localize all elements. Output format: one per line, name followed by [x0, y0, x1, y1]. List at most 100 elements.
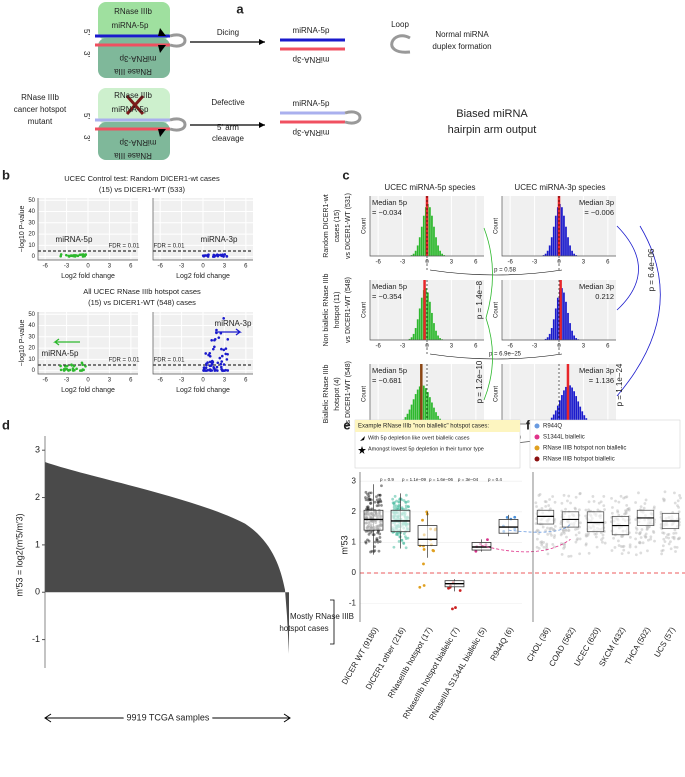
x-tick-label: -3: [179, 378, 185, 384]
point: [676, 499, 680, 503]
histogram-bar: [581, 411, 584, 424]
point: [541, 525, 545, 529]
point: [535, 545, 539, 549]
point: [576, 537, 580, 541]
strand-label: miRNA-5p: [112, 105, 149, 114]
point: [68, 368, 72, 372]
x-tick-label: -6: [157, 378, 163, 384]
caption: RNase IIIb: [21, 93, 59, 102]
y-tick-label: 10: [28, 243, 35, 249]
histogram-bar: [565, 226, 567, 256]
point: [549, 531, 552, 535]
point: [379, 499, 382, 503]
point: [574, 527, 577, 531]
fdr-label: FDR = 0.01: [109, 244, 141, 250]
y-tick-label: 3: [352, 476, 357, 485]
point: [628, 535, 632, 539]
point: [610, 549, 614, 552]
row-label: hotspot (4): [334, 377, 341, 410]
x-axis-label: 9919 TCGA samples: [127, 712, 210, 722]
histogram-bar: [422, 215, 425, 256]
point: [216, 253, 220, 257]
fdr-label: FDR = 0.01: [154, 358, 186, 364]
point: [397, 500, 401, 504]
histogram-bar: [433, 407, 435, 424]
legend-symbol: [360, 436, 365, 441]
histogram-bar: [429, 207, 431, 256]
x-tick-label: 3: [108, 264, 112, 270]
legend-entry: S1344L biallelic: [543, 435, 585, 441]
histogram-bar: [410, 255, 413, 256]
median-label: Median 3p: [579, 198, 614, 207]
point: [551, 495, 555, 498]
point: [551, 542, 555, 546]
point: [584, 514, 588, 518]
box: [586, 511, 605, 533]
strand-label: miRNA-3p: [292, 128, 329, 137]
bracket: [429, 269, 563, 276]
point: [220, 347, 223, 351]
p-value: p = 1.2e−10: [475, 360, 484, 403]
point: [373, 500, 377, 504]
histogram-bar: [583, 415, 586, 424]
point: [394, 504, 398, 508]
note: hotspot cases: [279, 624, 328, 633]
point: [619, 545, 623, 548]
box: [498, 519, 519, 534]
x-tick-label: -3: [400, 260, 406, 266]
panel-label: f: [526, 417, 531, 432]
point: [664, 535, 668, 539]
point: [451, 607, 454, 611]
point: [660, 552, 664, 556]
domain-label: RNase IIIa: [114, 67, 152, 76]
point: [576, 527, 579, 531]
point: [378, 540, 382, 544]
histogram-bar: [552, 319, 555, 340]
fdr-label: FDR = 0.01: [109, 358, 141, 364]
p-value: p = 0.4: [488, 477, 502, 482]
x-tick-label: 6: [606, 344, 610, 350]
point: [432, 549, 435, 553]
end-label: 5′: [82, 29, 91, 35]
x-tick-label: 6: [129, 378, 133, 384]
series-label: miRNA-5p: [56, 235, 93, 244]
point: [395, 533, 398, 537]
arrow: [215, 328, 242, 336]
point: [505, 516, 509, 519]
p-value: p = 1.6e−06: [429, 477, 454, 482]
panel-label: c: [342, 167, 349, 182]
point: [567, 554, 571, 558]
point: [659, 515, 663, 519]
median-value: = −0.681: [372, 376, 402, 385]
row-label: vs DICER1-WT (531): [345, 193, 352, 259]
diagram-a: [95, 2, 411, 160]
point: [559, 526, 563, 530]
arrow: [53, 338, 80, 346]
histogram-bar: [569, 385, 571, 424]
point: [672, 532, 676, 535]
point: [611, 506, 614, 509]
end-label: 3′: [82, 135, 91, 141]
x-tick-label: 0: [557, 260, 561, 266]
point: [404, 546, 408, 550]
rnase-iiia-box: [98, 122, 170, 160]
strand-label: miRNA-5p: [112, 21, 149, 30]
step-label: 5′ arm: [217, 123, 239, 132]
point: [669, 547, 673, 551]
legend-marker: [534, 456, 540, 462]
histogram-bar: [414, 250, 417, 256]
point: [616, 509, 619, 513]
caption: hairpin arm output: [448, 124, 537, 136]
point: [577, 531, 581, 535]
point: [486, 538, 489, 542]
point: [625, 503, 629, 507]
point: [622, 548, 626, 552]
point: [205, 362, 208, 366]
point: [662, 531, 666, 535]
point: [634, 518, 638, 521]
histogram-bar: [561, 395, 563, 424]
point: [601, 533, 605, 537]
point: [560, 501, 564, 505]
y-axis-label: Count: [362, 218, 368, 234]
histogram-bar: [416, 245, 419, 256]
